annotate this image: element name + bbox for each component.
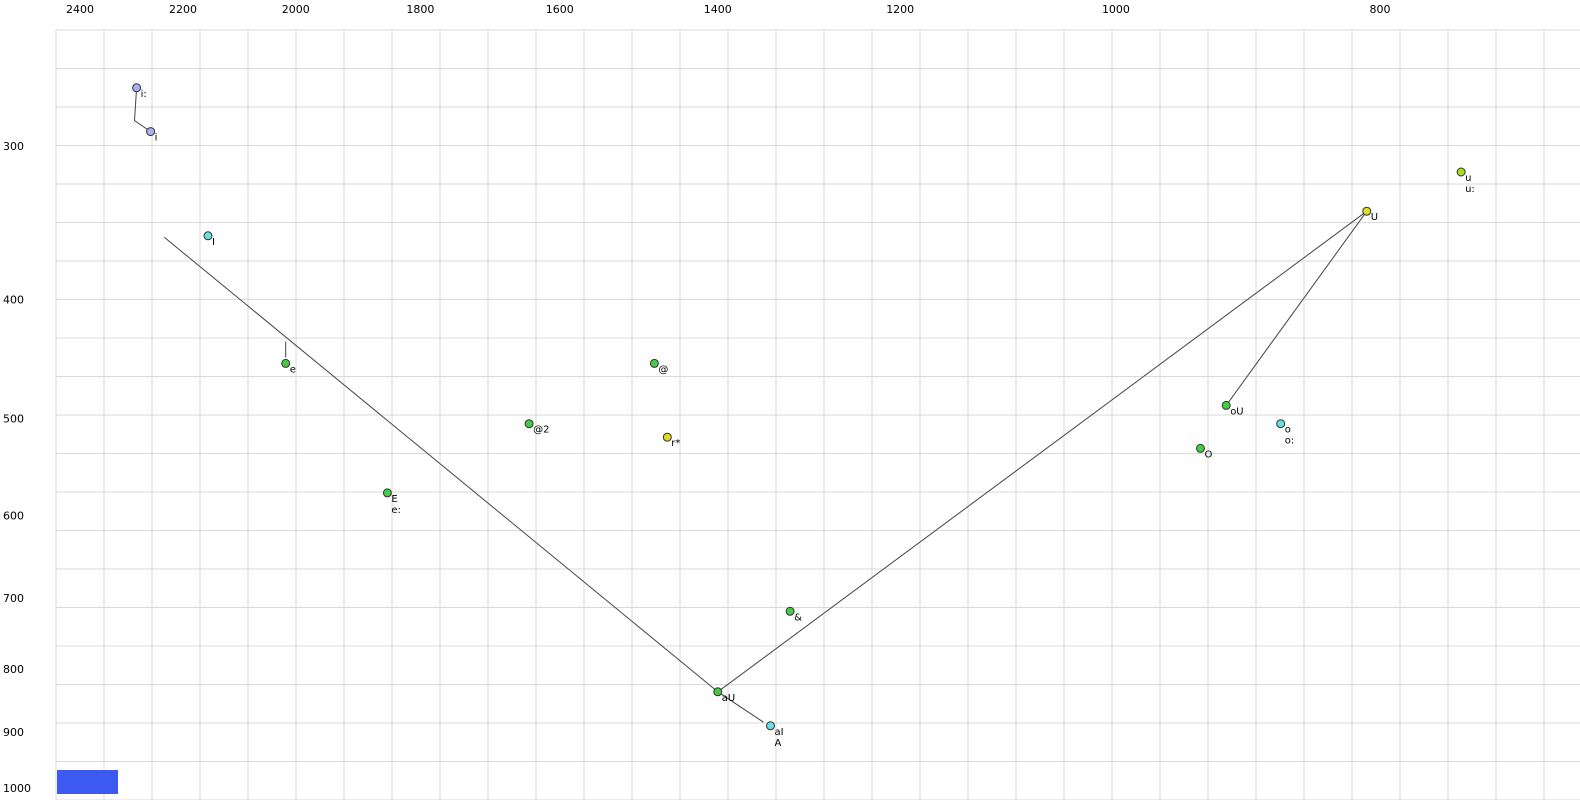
y-axis-tick-label: 600 (3, 510, 24, 523)
x-axis-tick-label: 2000 (282, 3, 310, 16)
trajectory-i-long (133, 87, 151, 133)
vowel-point[interactable] (1276, 419, 1286, 429)
x-axis-tick-label: 800 (1369, 3, 1390, 16)
vowel-point[interactable] (766, 721, 775, 731)
x-axis-tick-label: 1000 (1102, 3, 1130, 16)
vowel-point[interactable] (524, 419, 534, 429)
vowel-point-label: u: (1465, 184, 1475, 195)
vowel-point[interactable] (382, 488, 392, 498)
vowel-point-label: oU (1230, 406, 1243, 417)
vowel-point-label: e: (391, 505, 401, 516)
vowel-point-label: U (1371, 212, 1378, 223)
vowel-point-label: O (1205, 449, 1213, 460)
vowel-point-label: e (290, 364, 296, 375)
y-axis-tick-label: 700 (3, 592, 24, 605)
vowel-point[interactable] (662, 432, 672, 442)
vowel-point-label: aI (775, 727, 784, 738)
selection-marker (57, 770, 118, 794)
x-axis-tick-label: 2200 (169, 3, 197, 16)
vowel-point-label: i (155, 133, 158, 144)
vowel-point-label: o (1285, 425, 1291, 436)
vowel-point[interactable] (132, 83, 142, 93)
x-axis-tick-label: 1400 (704, 3, 732, 16)
vowel-point[interactable] (1362, 206, 1372, 216)
trajectory-aI (163, 236, 719, 693)
vowel-point-label: o: (1285, 436, 1295, 447)
trajectory-aU-to-aI (717, 691, 764, 723)
trajectory-oU (1225, 210, 1368, 406)
vowel-point-label: A (775, 738, 782, 749)
y-axis-tick-label: 900 (3, 726, 24, 739)
x-axis-tick-label: 1600 (546, 3, 574, 16)
vowel-point[interactable] (1221, 400, 1231, 410)
vowel-point-label: i: (141, 89, 147, 100)
vowel-point-label: & (794, 612, 802, 623)
vowel-point-label: E (391, 494, 397, 505)
vowel-point[interactable] (1196, 443, 1205, 453)
y-axis-tick-label: 500 (3, 412, 24, 425)
y-axis-tick-label: 1000 (3, 782, 31, 795)
vowel-point[interactable] (785, 606, 795, 616)
vowel-point[interactable] (713, 687, 723, 697)
x-axis-tick-label: 1800 (406, 3, 434, 16)
y-axis-tick-label: 400 (3, 293, 24, 306)
vowel-point-label: u (1465, 173, 1471, 184)
vowel-point[interactable] (649, 358, 659, 368)
vowel-point[interactable] (146, 127, 156, 137)
y-axis-tick-label: 300 (3, 140, 24, 153)
y-axis-tick-label: 800 (3, 663, 24, 676)
vowel-point[interactable] (1456, 167, 1466, 177)
vowel-point-label: @2 (533, 425, 549, 436)
vowel-point-label: r* (671, 438, 680, 449)
vowel-point[interactable] (281, 358, 291, 368)
trajectory-aU (717, 210, 1368, 693)
x-axis-tick-label: 2400 (66, 3, 94, 16)
vowel-point-label: aU (722, 693, 735, 704)
vowel-point-label: @ (658, 364, 668, 375)
vowel-point[interactable] (203, 231, 213, 241)
vowel-point-label: I (212, 237, 215, 248)
x-axis-tick-label: 1200 (886, 3, 914, 16)
